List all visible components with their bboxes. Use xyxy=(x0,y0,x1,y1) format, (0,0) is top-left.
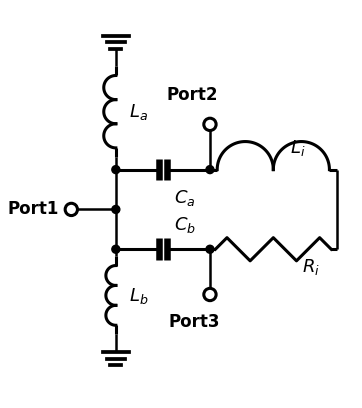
Circle shape xyxy=(112,245,120,253)
Text: $L_b$: $L_b$ xyxy=(129,286,148,306)
Circle shape xyxy=(206,166,214,173)
Circle shape xyxy=(204,118,216,131)
Circle shape xyxy=(204,288,216,301)
Circle shape xyxy=(112,166,120,173)
Text: $L_a$: $L_a$ xyxy=(129,102,147,122)
Text: $C_a$: $C_a$ xyxy=(174,188,195,208)
Text: $C_b$: $C_b$ xyxy=(174,215,196,235)
Text: $L_i$: $L_i$ xyxy=(290,138,305,158)
Circle shape xyxy=(206,245,214,253)
Text: Port1: Port1 xyxy=(7,200,59,218)
Text: Port3: Port3 xyxy=(168,313,220,330)
Circle shape xyxy=(65,203,77,215)
Circle shape xyxy=(112,206,120,213)
Text: Port2: Port2 xyxy=(167,86,218,104)
Text: $R_i$: $R_i$ xyxy=(302,257,320,277)
